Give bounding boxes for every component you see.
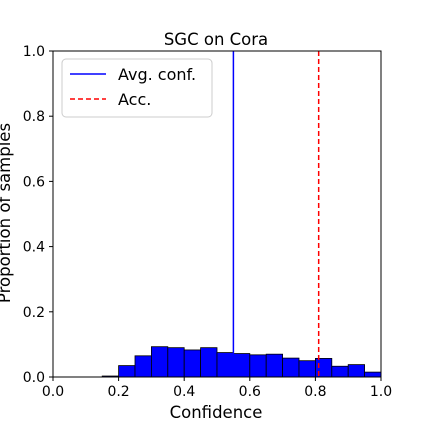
x-tick-label-3: 0.6 (239, 384, 261, 400)
chart-legend: Avg. conf. Acc. (61, 58, 213, 118)
y-axis-label: Proportion of samples (0, 123, 14, 303)
y-tick-label-0: 0.0 (23, 370, 45, 386)
histogram-bar-15 (347, 364, 366, 378)
x-axis-label: Confidence (170, 403, 263, 422)
legend-label-acc: Acc. (118, 90, 151, 109)
x-tick-label-0: 0.0 (42, 384, 64, 400)
reference-lines (232, 51, 320, 377)
histogram-bar-9 (249, 354, 267, 378)
x-axis-ticks: 0.0 0.2 0.4 0.6 0.8 1.0 (42, 377, 392, 400)
histogram-bar-8 (232, 353, 251, 378)
x-tick-label-1: 0.2 (107, 384, 129, 400)
histogram-bar-10 (265, 353, 284, 378)
y-tick-label-5: 1.0 (23, 44, 45, 60)
chart-title: SGC on Cora (164, 30, 268, 49)
histogram-bar-2 (134, 355, 152, 378)
histogram-bar-3 (150, 346, 169, 378)
plot-frame (52, 50, 382, 378)
histogram-bar-4 (167, 347, 185, 378)
histogram-bar-11 (282, 357, 300, 378)
histogram-bar-16 (364, 371, 382, 378)
x-tick-label-4: 0.8 (304, 384, 326, 400)
x-tick-label-2: 0.4 (173, 384, 195, 400)
y-axis-ticks: 0.0 0.2 0.4 0.6 0.8 1.0 (23, 44, 53, 386)
histogram-bar-6 (200, 347, 218, 378)
histogram-bar-14 (331, 365, 349, 378)
histogram-bar-7 (216, 352, 234, 378)
histogram-bar-12 (298, 360, 316, 378)
legend-label-avg-conf: Avg. conf. (118, 65, 196, 84)
y-tick-label-2: 0.4 (23, 240, 45, 256)
histogram-bar-1 (118, 365, 136, 378)
y-tick-label-3: 0.6 (23, 174, 45, 190)
y-tick-label-4: 0.8 (23, 109, 45, 125)
y-tick-label-1: 0.2 (23, 305, 45, 321)
histogram-bar-13 (314, 358, 333, 378)
histogram-bar-5 (183, 349, 201, 378)
x-tick-label-5: 1.0 (370, 384, 392, 400)
histogram-bars (101, 346, 382, 378)
